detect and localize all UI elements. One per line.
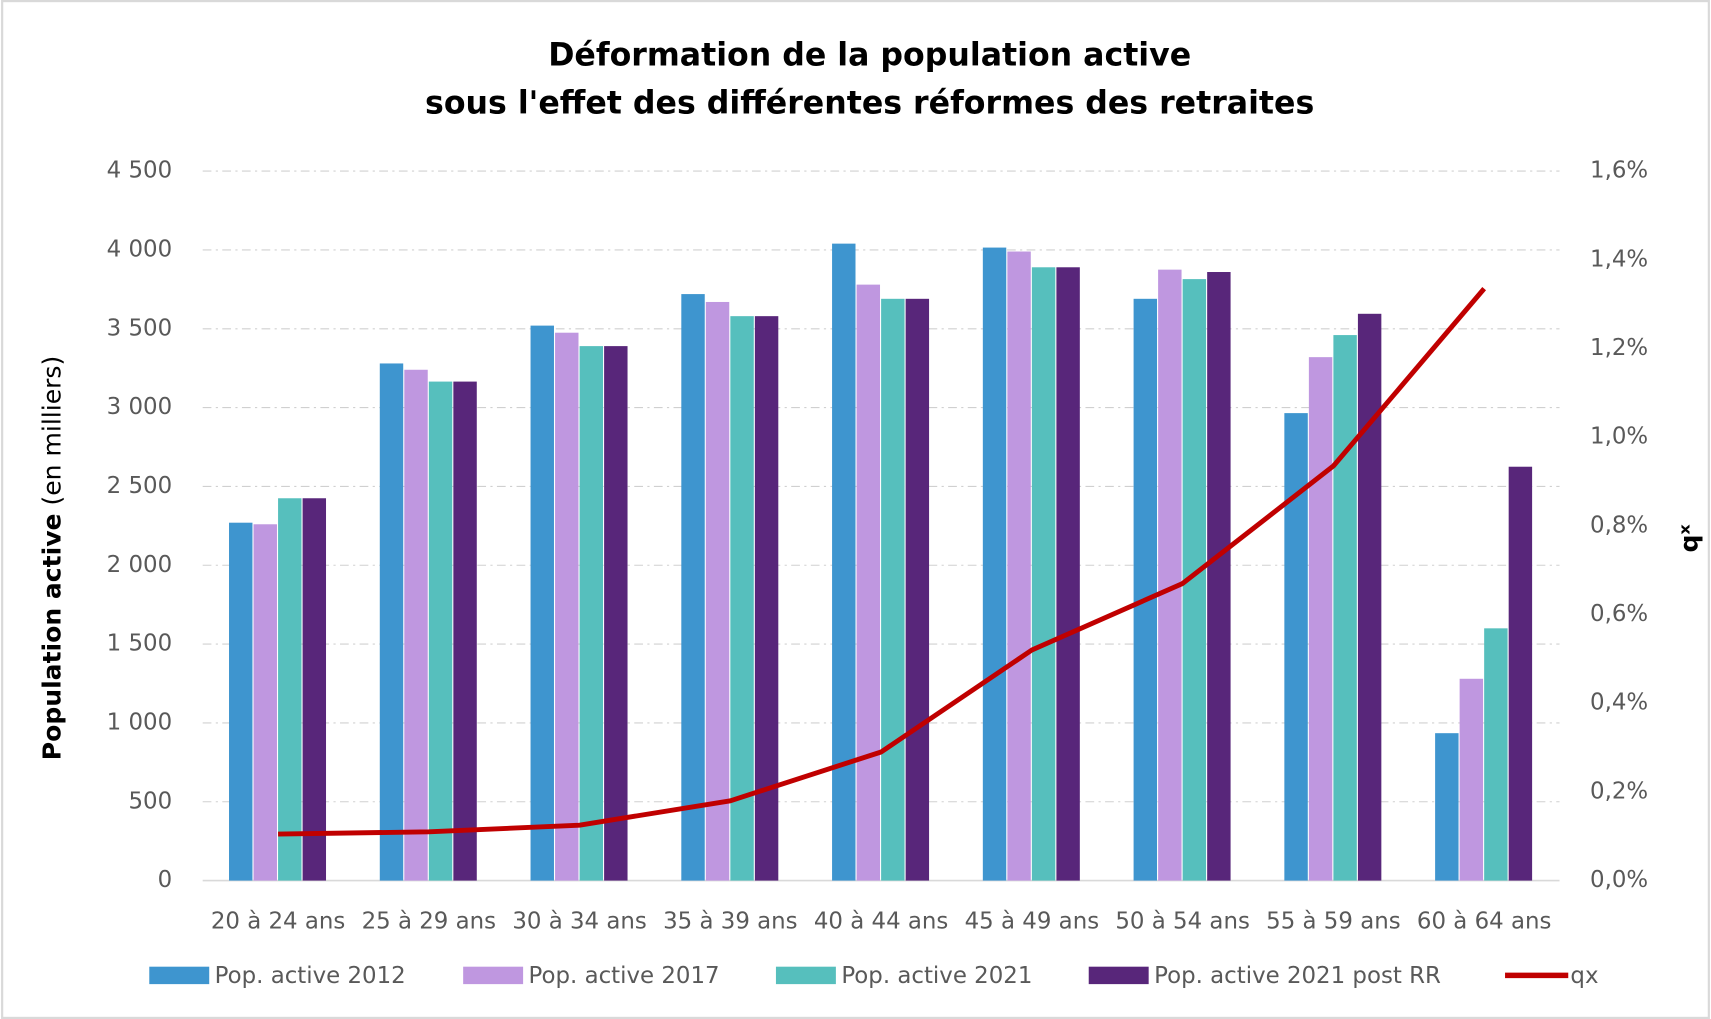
- bar: [1158, 269, 1182, 881]
- bar: [881, 298, 905, 881]
- y2-tick-label: 1,0%: [1590, 424, 1648, 450]
- y2-tick-label: 1,2%: [1590, 335, 1648, 361]
- legend-swatch: [149, 966, 210, 985]
- bar: [1284, 413, 1308, 881]
- bar: [404, 369, 428, 881]
- bar: [428, 381, 453, 881]
- bar: [579, 346, 604, 881]
- bar: [1308, 357, 1333, 881]
- bar: [1007, 251, 1031, 881]
- bar: [453, 381, 477, 881]
- legend-label: Pop. active 2017: [529, 963, 720, 989]
- x-tick-label: 50 à 54 ans: [1115, 909, 1249, 935]
- bar: [278, 498, 302, 881]
- bar: [982, 247, 1007, 881]
- bar: [1508, 466, 1533, 881]
- y-tick-label: 1 500: [107, 631, 173, 657]
- bar: [1357, 313, 1382, 881]
- bar: [730, 316, 754, 881]
- legend-label: qx: [1570, 963, 1598, 989]
- x-tick-label: 25 à 29 ans: [362, 909, 496, 935]
- bar: [1133, 298, 1158, 881]
- bar: [302, 498, 327, 881]
- bar: [379, 363, 404, 881]
- x-tick-label: 40 à 44 ans: [814, 909, 948, 935]
- y-tick-label: 3 000: [107, 394, 173, 420]
- legend-swatch: [1088, 966, 1149, 985]
- bar: [705, 301, 730, 881]
- x-tick-label: 20 à 24 ans: [211, 909, 345, 935]
- y-tick-label: 3 500: [107, 315, 173, 341]
- x-tick-label: 45 à 49 ans: [965, 909, 1099, 935]
- y-axis-title-note: (en milliers): [37, 356, 66, 506]
- bar: [1031, 267, 1056, 881]
- x-tick-label: 55 à 59 ans: [1266, 909, 1400, 935]
- legend-label: Pop. active 2021: [841, 963, 1032, 989]
- y2-tick-label: 0,4%: [1590, 690, 1648, 716]
- legend-swatch: [463, 966, 524, 985]
- x-tick-label: 30 à 34 ans: [512, 909, 646, 935]
- x-tick-label: 60 à 64 ans: [1417, 909, 1551, 935]
- y-tick-label: 0: [158, 867, 173, 893]
- bar: [754, 316, 779, 881]
- y2-tick-label: 0,0%: [1590, 867, 1648, 893]
- bar: [1207, 272, 1231, 881]
- bar: [604, 346, 628, 881]
- y-tick-label: 500: [128, 788, 172, 814]
- bar: [1333, 335, 1357, 881]
- bar: [905, 298, 930, 881]
- y-tick-label: 1 000: [107, 709, 173, 735]
- y2-tick-label: 0,8%: [1590, 512, 1648, 538]
- bar: [229, 522, 253, 881]
- legend-label: Pop. active 2021 post RR: [1154, 963, 1441, 989]
- y-axis-title-main: Population active: [37, 513, 66, 760]
- y2-tick-label: 0,6%: [1590, 601, 1648, 627]
- y2-tick-label: 1,4%: [1590, 246, 1648, 272]
- bar: [1435, 733, 1459, 881]
- bar: [253, 524, 277, 881]
- y-tick-label: 2 500: [107, 473, 173, 499]
- y2-tick-label: 1,6%: [1590, 158, 1648, 184]
- y2-axis-title: qˣ: [1674, 524, 1703, 553]
- bar: [856, 284, 881, 881]
- legend-label: Pop. active 2012: [215, 963, 406, 989]
- y2-tick-label: 0,2%: [1590, 778, 1648, 804]
- y-tick-label: 4 500: [107, 158, 173, 184]
- x-tick-label: 35 à 39 ans: [663, 909, 797, 935]
- bar: [1459, 678, 1484, 881]
- bar: [555, 332, 579, 881]
- bar: [1484, 628, 1508, 881]
- y-tick-label: 2 000: [107, 552, 173, 578]
- line: [278, 287, 1487, 837]
- bar: [530, 325, 554, 881]
- y-axis-title: Population active (en milliers): [37, 356, 66, 761]
- bar: [1182, 279, 1207, 881]
- chart-title: Déformation de la population active: [548, 38, 1191, 74]
- bar: [832, 243, 856, 881]
- bar: [681, 294, 705, 881]
- legend-swatch: [775, 966, 836, 985]
- y-tick-label: 4 000: [107, 236, 173, 262]
- chart-title: sous l'effet des différentes réformes de…: [425, 86, 1314, 122]
- bar: [1056, 267, 1080, 881]
